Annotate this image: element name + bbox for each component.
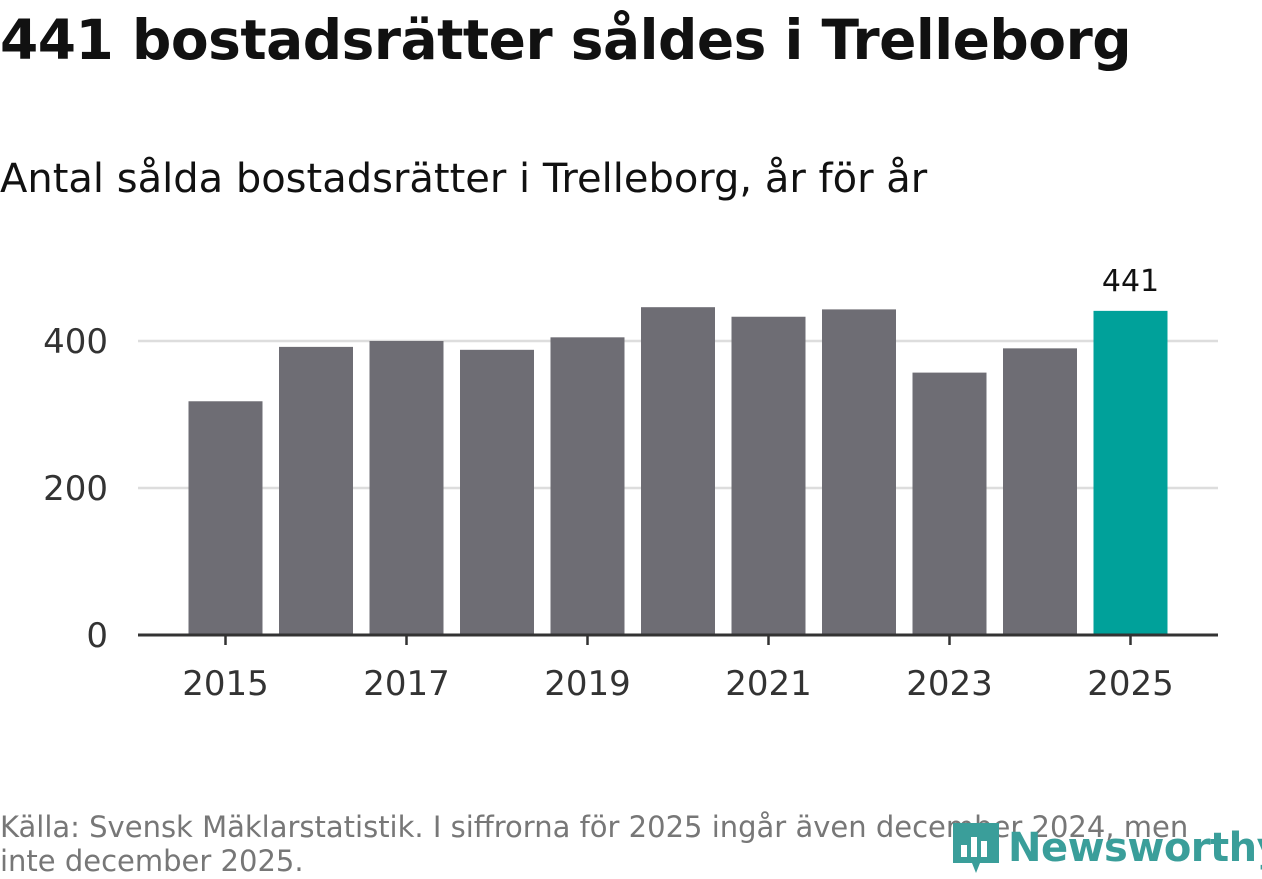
bar-2021 bbox=[731, 316, 806, 635]
bar-2023 bbox=[912, 372, 987, 635]
bar-2020 bbox=[641, 307, 715, 635]
chart-subtitle: Antal sålda bostadsrätter i Trelleborg, … bbox=[0, 156, 928, 202]
x-tick-label-2023: 2023 bbox=[906, 664, 993, 704]
bar-2019 bbox=[550, 337, 625, 635]
y-tick-label-0: 0 bbox=[86, 616, 108, 656]
y-tick-label-400: 400 bbox=[43, 322, 108, 362]
x-tick-label-2021: 2021 bbox=[725, 664, 812, 704]
bar-2015 bbox=[188, 401, 263, 635]
bar-chart-logo-icon bbox=[953, 823, 999, 873]
bar-2025 bbox=[1093, 310, 1168, 635]
chart-title: 441 bostadsrätter såldes i Trelleborg bbox=[0, 8, 1132, 72]
data-label-2025: 441 bbox=[1102, 264, 1159, 299]
x-tick-label-2025: 2025 bbox=[1087, 664, 1174, 704]
bar-2017 bbox=[369, 341, 444, 635]
bar-2018 bbox=[460, 349, 534, 635]
newsworthy-logo: Newsworthy bbox=[950, 818, 1262, 878]
x-tick-label-2015: 2015 bbox=[182, 664, 269, 704]
brand-name: Newsworthy bbox=[1008, 825, 1262, 871]
x-tick-label-2017: 2017 bbox=[363, 664, 450, 704]
x-tick-label-2019: 2019 bbox=[544, 664, 631, 704]
bar-2022 bbox=[822, 309, 896, 635]
y-tick-label-200: 200 bbox=[43, 469, 108, 509]
bar-2016 bbox=[279, 346, 353, 635]
bar-2024 bbox=[1003, 348, 1077, 635]
